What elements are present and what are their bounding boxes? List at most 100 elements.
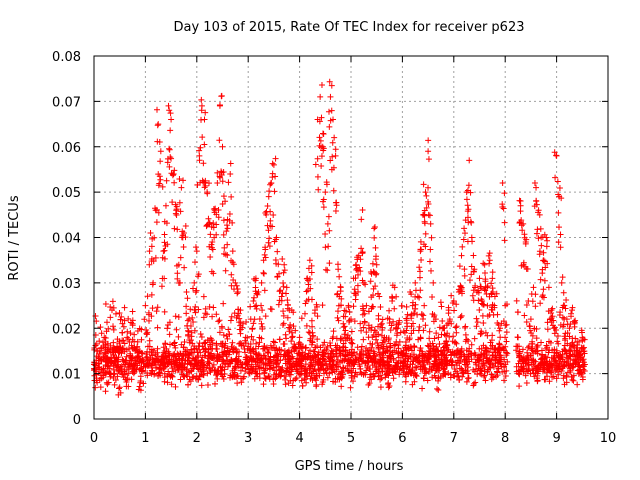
data-point bbox=[470, 268, 477, 275]
data-point bbox=[403, 303, 410, 310]
data-point bbox=[200, 293, 207, 300]
data-point bbox=[119, 329, 126, 336]
data-point bbox=[355, 271, 362, 278]
data-point bbox=[446, 318, 453, 325]
data-point bbox=[451, 366, 458, 373]
data-point bbox=[522, 240, 529, 247]
data-point bbox=[348, 328, 355, 335]
data-point bbox=[379, 316, 386, 323]
data-point bbox=[327, 157, 334, 164]
data-point bbox=[234, 286, 241, 293]
data-point bbox=[227, 372, 234, 379]
data-point bbox=[299, 382, 306, 389]
data-point bbox=[161, 370, 168, 377]
data-point bbox=[210, 304, 217, 311]
data-point bbox=[358, 216, 365, 223]
data-point bbox=[525, 352, 532, 359]
data-point bbox=[488, 280, 495, 287]
data-point bbox=[316, 134, 323, 141]
data-point bbox=[102, 335, 109, 342]
data-point bbox=[404, 334, 411, 341]
data-point bbox=[458, 365, 465, 372]
data-point bbox=[504, 350, 511, 357]
data-point bbox=[516, 354, 523, 361]
data-point bbox=[317, 93, 324, 100]
data-point bbox=[351, 318, 358, 325]
data-point bbox=[476, 307, 483, 314]
data-point bbox=[250, 336, 257, 343]
data-point bbox=[325, 108, 332, 115]
data-point bbox=[547, 339, 554, 346]
data-point bbox=[216, 329, 223, 336]
data-point bbox=[469, 292, 476, 299]
data-point bbox=[260, 269, 267, 276]
data-point bbox=[215, 354, 222, 361]
data-point bbox=[180, 244, 187, 251]
data-point bbox=[276, 297, 283, 304]
data-point bbox=[486, 250, 493, 257]
data-point bbox=[515, 334, 522, 341]
data-point bbox=[372, 358, 379, 365]
data-point bbox=[471, 335, 478, 342]
data-point bbox=[106, 357, 113, 364]
data-point bbox=[491, 304, 498, 311]
data-point bbox=[356, 361, 363, 368]
data-point bbox=[461, 266, 468, 273]
data-point bbox=[195, 376, 202, 383]
data-point bbox=[159, 275, 166, 282]
data-point bbox=[216, 137, 223, 144]
data-point bbox=[297, 341, 304, 348]
data-point bbox=[225, 351, 232, 358]
data-point bbox=[523, 379, 530, 386]
data-point bbox=[513, 347, 520, 354]
data-point bbox=[502, 373, 509, 380]
data-point bbox=[422, 322, 429, 329]
data-point bbox=[121, 340, 128, 347]
data-point bbox=[534, 370, 541, 377]
data-point bbox=[149, 281, 156, 288]
data-point bbox=[219, 325, 226, 332]
data-point bbox=[500, 318, 507, 325]
data-point bbox=[180, 344, 187, 351]
data-point bbox=[514, 309, 521, 316]
data-point bbox=[557, 244, 564, 251]
data-point bbox=[212, 205, 219, 212]
data-point bbox=[314, 336, 321, 343]
data-point bbox=[447, 357, 454, 364]
data-point bbox=[116, 367, 123, 374]
data-point bbox=[178, 184, 185, 191]
data-point bbox=[319, 302, 326, 309]
data-point bbox=[365, 308, 372, 315]
data-point bbox=[439, 318, 446, 325]
data-point bbox=[311, 310, 318, 317]
data-point bbox=[358, 370, 365, 377]
data-point bbox=[254, 291, 261, 298]
data-point bbox=[331, 368, 338, 375]
data-point bbox=[532, 303, 539, 310]
data-point bbox=[270, 212, 277, 219]
data-point bbox=[314, 343, 321, 350]
data-point bbox=[336, 376, 343, 383]
data-point bbox=[393, 363, 400, 370]
data-point bbox=[234, 361, 241, 368]
data-point bbox=[534, 378, 541, 385]
data-point bbox=[258, 302, 265, 309]
data-point bbox=[260, 270, 267, 277]
data-point bbox=[533, 325, 540, 332]
data-point bbox=[563, 374, 570, 381]
data-point bbox=[411, 310, 418, 317]
x-tick-label: 10 bbox=[600, 431, 617, 446]
data-point bbox=[181, 264, 188, 271]
data-point bbox=[402, 339, 409, 346]
x-tick-label: 2 bbox=[193, 431, 201, 446]
data-point bbox=[571, 323, 578, 330]
data-point bbox=[407, 361, 414, 368]
data-point bbox=[350, 378, 357, 385]
data-point bbox=[330, 187, 337, 194]
data-point bbox=[151, 234, 158, 241]
data-point bbox=[203, 222, 210, 229]
data-point bbox=[332, 152, 339, 159]
data-point bbox=[146, 261, 153, 268]
data-point bbox=[351, 286, 358, 293]
data-point bbox=[154, 304, 161, 311]
